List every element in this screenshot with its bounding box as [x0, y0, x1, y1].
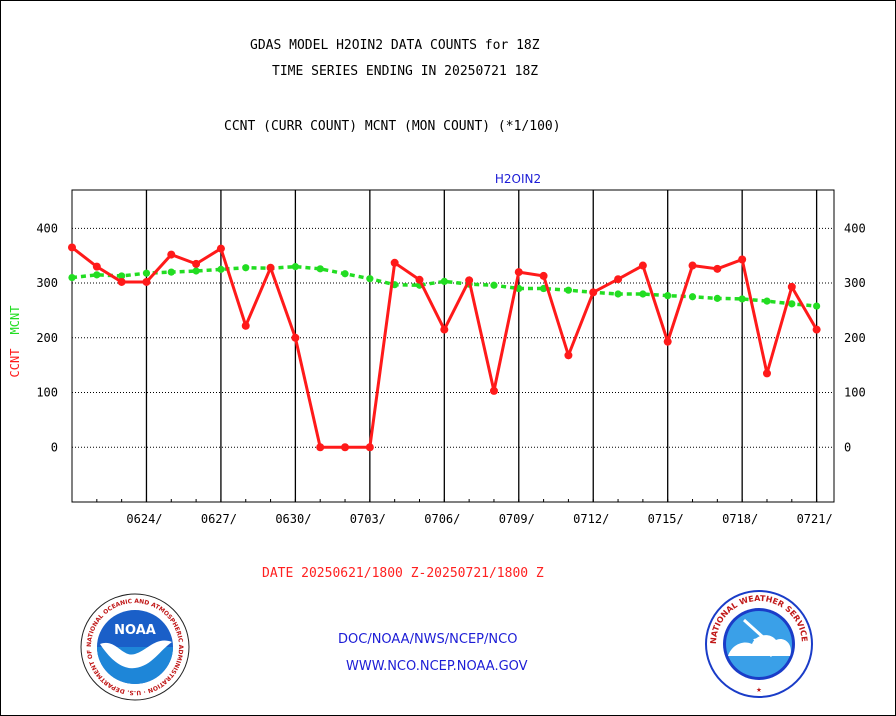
ccnt-point — [341, 443, 350, 452]
x-tick-label: 0630/ — [275, 512, 311, 526]
y-tick-label-right: 0 — [844, 440, 851, 454]
ccnt-point — [713, 264, 722, 273]
y-tick-label-left: 300 — [36, 276, 58, 290]
x-tick-label: 0624/ — [126, 512, 162, 526]
x-tick-label: 0715/ — [648, 512, 684, 526]
mcnt-point — [738, 295, 746, 303]
ccnt-point — [812, 325, 821, 334]
mcnt-point — [93, 271, 101, 279]
x-tick-label: 0706/ — [424, 512, 460, 526]
y-tick-label-left: 200 — [36, 331, 58, 345]
ccnt-point — [489, 386, 498, 395]
chart-subtitle: CCNT (CURR COUNT) MCNT (MON COUNT) (*1/1… — [224, 119, 561, 134]
mcnt-point — [291, 263, 299, 271]
y-tick-label-left: 0 — [51, 440, 58, 454]
mcnt-point — [440, 277, 448, 286]
mcnt-point — [142, 269, 151, 277]
ccnt-point — [415, 275, 424, 284]
mcnt-point — [564, 286, 573, 294]
ccnt-point — [92, 262, 101, 271]
ccnt-point — [614, 275, 623, 284]
ccnt-point — [787, 282, 796, 291]
ccnt-point — [192, 259, 201, 268]
y-tick-label-left: 400 — [36, 221, 58, 235]
mcnt-point — [713, 294, 721, 302]
x-tick-label: 0718/ — [722, 512, 758, 526]
axis-labels: 0 0 100 100 200 200 300 300 400 400 0624/0627/0630… — [36, 221, 865, 526]
mcnt-point — [688, 293, 697, 301]
chart-title-line1: GDAS MODEL H2OIN2 DATA COUNTS for 18Z — [250, 38, 540, 53]
mcnt-point — [167, 268, 175, 276]
mcnt-point — [366, 275, 374, 283]
ccnt-point — [216, 244, 225, 253]
mcnt-point — [341, 270, 349, 278]
ccnt-point — [514, 268, 523, 277]
noaa-logo: NOAA NATIONAL OCEANIC AND ATMOSPHERIC AD… — [78, 592, 190, 701]
plot-frame — [71, 189, 835, 503]
mcnt-point — [539, 284, 548, 293]
y-tick-label-right: 300 — [844, 276, 866, 290]
mcnt-point — [614, 290, 622, 298]
ccnt-point — [142, 277, 151, 286]
mcnt-point — [242, 264, 250, 272]
mcnt-point — [316, 265, 324, 273]
ccnt-point — [117, 277, 126, 286]
ccnt-point — [465, 276, 474, 285]
ccnt-point — [365, 443, 374, 452]
ccnt-point — [539, 271, 548, 280]
x-tick-label: 0703/ — [350, 512, 386, 526]
ylabel-ccnt: CCNT — [8, 349, 22, 378]
ccnt-point — [638, 261, 647, 270]
ccnt-point — [316, 443, 325, 452]
mcnt-point — [217, 265, 225, 273]
doc-noaa-link[interactable]: DOC/NOAA/NWS/NCEP/NCO — [338, 632, 518, 647]
nco-website-link[interactable]: WWW.NCO.NCEP.NOAA.GOV — [346, 659, 528, 674]
ccnt-point — [266, 263, 275, 272]
mcnt-point — [118, 272, 126, 280]
grid-layer — [71, 190, 834, 502]
mcnt-point — [639, 290, 647, 298]
ccnt-point — [762, 369, 771, 378]
ccnt-point — [390, 258, 399, 267]
mcnt-point — [68, 273, 76, 282]
plot-title: H2OIN2 — [495, 172, 541, 186]
mcnt-point — [788, 300, 796, 308]
ccnt-point — [564, 351, 573, 360]
star-icon: ★ — [756, 685, 762, 695]
ccnt-point — [68, 243, 76, 252]
y-tick-label-left: 100 — [36, 386, 58, 400]
ccnt-point — [291, 333, 300, 342]
y-tick-label-right: 400 — [844, 221, 866, 235]
mcnt-point — [813, 302, 821, 310]
chart-title-line2: TIME SERIES ENDING IN 20250721 18Z — [272, 64, 539, 79]
ylabel-mcnt: MCNT — [8, 306, 22, 335]
nws-logo: NATIONAL WEATHER SERVICE ★ — [705, 590, 813, 698]
ccnt-point — [663, 337, 672, 346]
ccnt-point — [589, 288, 598, 297]
ccnt-point — [440, 325, 449, 334]
x-tick-label: 0627/ — [201, 512, 237, 526]
ccnt-point — [241, 321, 250, 330]
x-tick-label: 0721/ — [797, 512, 833, 526]
ccnt-point — [688, 261, 697, 270]
y-tick-label-right: 100 — [844, 386, 866, 400]
mcnt-point — [192, 267, 200, 275]
ccnt-point — [167, 250, 176, 259]
mcnt-point — [664, 292, 672, 300]
mcnt-point — [490, 281, 498, 289]
mcnt-point — [763, 297, 771, 305]
noaa-logo-text: NOAA — [114, 623, 156, 638]
y-tick-label-right: 200 — [844, 331, 866, 345]
date-range-label: DATE 20250621/1800 Z-20250721/1800 Z — [262, 566, 544, 581]
series-layer — [68, 243, 821, 452]
x-tick-label: 0709/ — [499, 512, 535, 526]
ccnt-point — [738, 255, 747, 264]
x-tick-label: 0712/ — [573, 512, 609, 526]
